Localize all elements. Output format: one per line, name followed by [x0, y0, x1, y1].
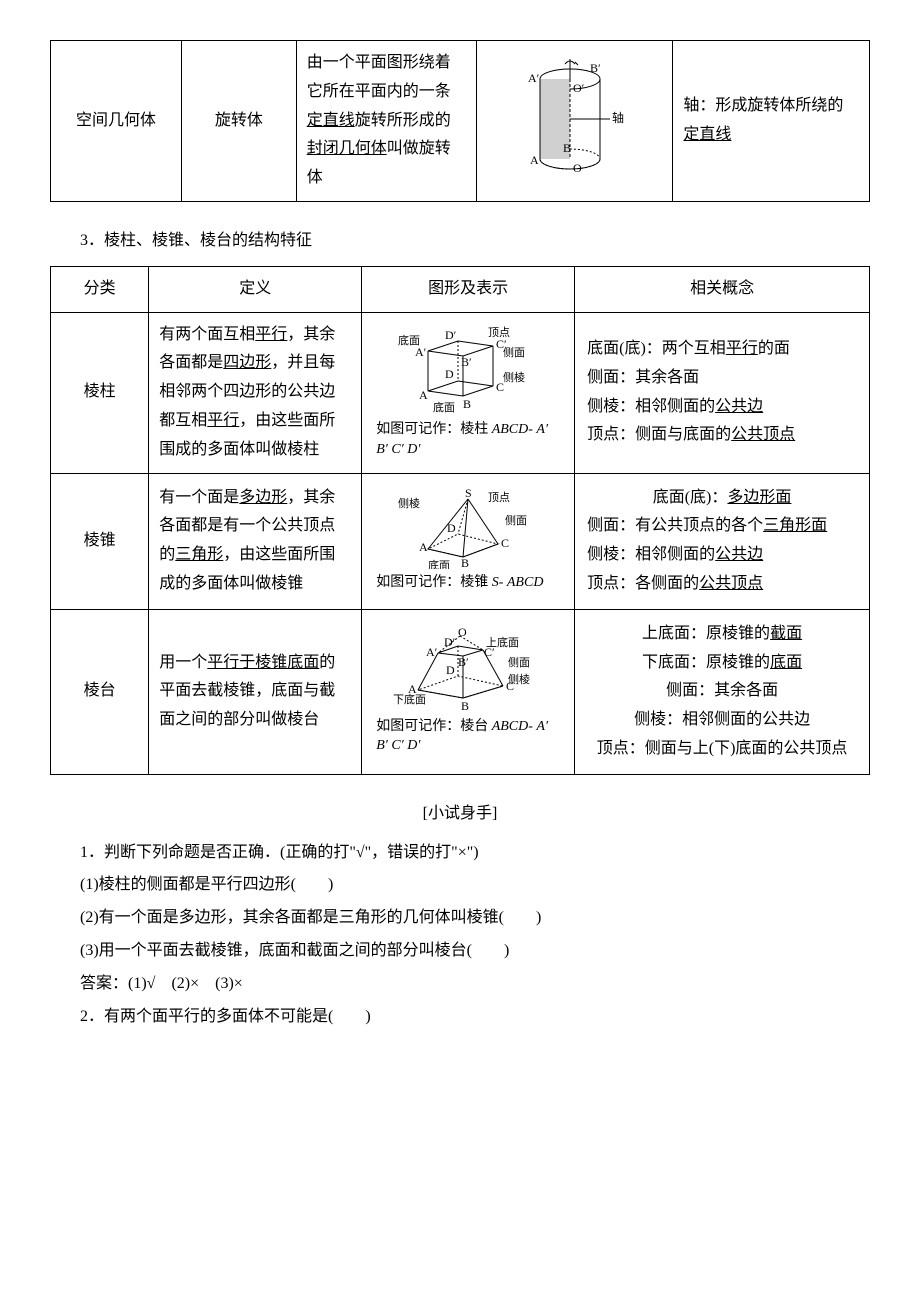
svg-text:C: C — [496, 380, 504, 394]
svg-text:C′: C′ — [496, 337, 507, 351]
svg-text:侧面: 侧面 — [508, 656, 530, 669]
svg-text:D: D — [447, 521, 456, 535]
svg-text:A′: A′ — [528, 71, 540, 85]
q2: 2．有两个面平行的多面体不可能是( ) — [80, 1003, 870, 1032]
pyramid-diagram-svg: 侧棱 顶点 侧面 底面 S A B C D — [393, 489, 543, 569]
svg-text:B′: B′ — [458, 655, 469, 669]
table2-row-frustum: 棱台 用一个平行于棱锥底面的平面去截棱锥，底面与截面之间的部分叫做棱台 O 上底… — [51, 609, 870, 774]
q1-3: (3)用一个平面去截棱锥，底面和截面之间的部分叫棱台( ) — [80, 937, 870, 966]
svg-text:D′: D′ — [445, 328, 457, 342]
svg-text:A: A — [530, 153, 539, 167]
t1-c2: 旋转体 — [182, 41, 297, 202]
svg-text:侧棱: 侧棱 — [503, 371, 525, 384]
svg-text:B′: B′ — [461, 355, 472, 369]
table2-row-prism: 棱柱 有两个面互相平行，其余各面都是四边形，并且每相邻两个四边形的公共边都互相平… — [51, 312, 870, 473]
table2-header-row: 分类 定义 图形及表示 相关概念 — [51, 266, 870, 312]
svg-text:B: B — [461, 556, 469, 569]
svg-text:D′: D′ — [444, 635, 456, 649]
svg-text:侧面: 侧面 — [505, 514, 527, 527]
svg-text:O: O — [458, 628, 467, 639]
svg-text:C: C — [501, 536, 509, 550]
svg-text:A′: A′ — [415, 345, 427, 359]
svg-text:顶点: 顶点 — [488, 491, 510, 504]
table2-row-pyramid: 棱锥 有一个面是多边形，其余各面都是有一个公共顶点的三角形，由这些面所围成的多面… — [51, 473, 870, 609]
svg-text:底面: 底面 — [433, 400, 455, 414]
svg-text:B: B — [563, 141, 571, 155]
svg-text:C: C — [506, 679, 514, 693]
svg-text:O′: O′ — [573, 81, 585, 95]
table-polyhedra: 分类 定义 图形及表示 相关概念 棱柱 有两个面互相平行，其余各面都是四边形，并… — [50, 266, 870, 775]
svg-text:侧棱: 侧棱 — [398, 497, 420, 510]
svg-text:D: D — [445, 367, 454, 381]
svg-text:B: B — [463, 397, 471, 411]
heading-3: 3．棱柱、棱锥、棱台的结构特征 — [80, 227, 870, 256]
t1-diagram: A B O A′ B′ O′ 轴 — [476, 41, 673, 202]
svg-text:D: D — [446, 663, 455, 677]
svg-text:S: S — [465, 489, 472, 500]
svg-text:C′: C′ — [484, 645, 495, 659]
t1-c1: 空间几何体 — [51, 41, 182, 202]
prism-diagram-svg: 底面 顶点 侧面 侧棱 底面 A B C D A′ B′ C′ D′ — [393, 326, 543, 416]
q1-1: (1)棱柱的侧面都是平行四边形( ) — [80, 871, 870, 900]
q1-intro: 1．判断下列命题是否正确．(正确的打"√"，错误的打"×") — [80, 839, 870, 868]
rotation-diagram-svg: A B O A′ B′ O′ 轴 — [515, 54, 635, 184]
practice-label: [小试身手] — [50, 800, 870, 829]
svg-text:轴: 轴 — [612, 110, 624, 125]
t1-c3: 由一个平面图形绕着它所在平面内的一条定直线旋转所形成的封闭几何体叫做旋转体 — [296, 41, 476, 202]
svg-text:B′: B′ — [590, 61, 601, 75]
frustum-diagram-svg: O 上底面 侧面 侧棱 下底面 A B C D A′ B′ C′ D′ — [388, 628, 548, 713]
q1-2: (2)有一个面是多边形，其余各面都是三角形的几何体叫棱锥( ) — [80, 904, 870, 933]
q1-answer: 答案：(1)√ (2)× (3)× — [80, 970, 870, 999]
t1-c5: 轴：形成旋转体所绕的定直线 — [673, 41, 870, 202]
table-rotation-body: 空间几何体 旋转体 由一个平面图形绕着它所在平面内的一条定直线旋转所形成的封闭几… — [50, 40, 870, 202]
svg-text:底面: 底面 — [428, 558, 450, 569]
svg-text:B: B — [461, 699, 469, 713]
svg-text:A: A — [419, 540, 428, 554]
svg-text:O: O — [573, 161, 582, 175]
svg-text:A: A — [419, 388, 428, 402]
svg-text:A′: A′ — [426, 645, 438, 659]
svg-text:A: A — [408, 682, 417, 696]
